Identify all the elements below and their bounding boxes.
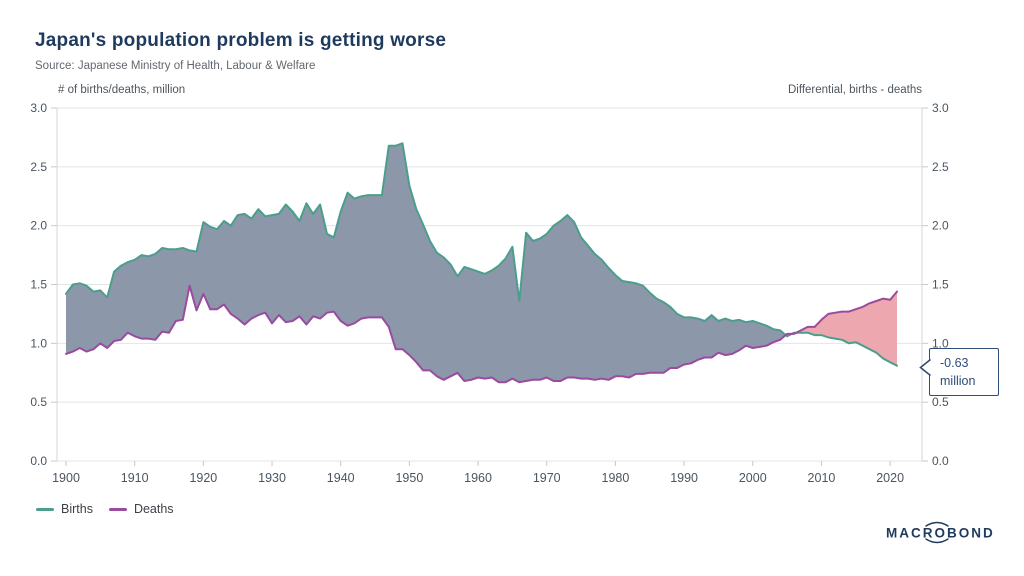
y-axis-labels: 0.0 0.0 0.5 0.5 1.0 1.0 1.5 1.5 2.0 2.0 2.5 2.5 3.0 3… (30, 101, 949, 468)
svg-text:1950: 1950 (395, 471, 423, 485)
svg-text:1960: 1960 (464, 471, 492, 485)
births-line (65, 142, 898, 367)
svg-text:1940: 1940 (327, 471, 355, 485)
last-value-callout: -0.63 million (919, 348, 999, 397)
deaths-line-swatch-icon (108, 507, 127, 511)
legend-births-label: Births (61, 502, 93, 516)
legend-item-births: Births (36, 502, 93, 516)
macrobond-logo-text: MACROBOND (886, 526, 995, 541)
svg-text:0.0: 0.0 (932, 454, 949, 468)
svg-text:0.5: 0.5 (932, 395, 949, 409)
svg-text:1.0: 1.0 (30, 336, 47, 350)
left-axis-title: # of births/deaths, million (58, 84, 186, 96)
svg-text:2.5: 2.5 (30, 160, 47, 174)
svg-text:1900: 1900 (52, 471, 80, 485)
svg-text:1.0: 1.0 (932, 336, 949, 350)
x-axis-labels: 1900 1910 1920 1930 1940 1950 1960 1970 1980 1990… (52, 461, 904, 485)
gridlines (51, 107, 928, 462)
chart-legend: Births Deaths (36, 502, 190, 516)
svg-text:1980: 1980 (602, 471, 630, 485)
legend-deaths-label: Deaths (133, 502, 174, 516)
svg-text:1.5: 1.5 (932, 278, 949, 292)
svg-text:2.5: 2.5 (932, 160, 949, 174)
right-axis-title: Differential, births - deaths (787, 84, 922, 96)
callout-pointer-icon (919, 359, 931, 376)
callout-value: -0.63 (940, 356, 969, 370)
macrobond-logo-icon: MACROBOND (886, 521, 995, 544)
svg-text:0.5: 0.5 (30, 395, 47, 409)
deaths-line (65, 284, 898, 384)
births-line-swatch-icon (36, 507, 54, 511)
svg-text:1910: 1910 (121, 471, 149, 485)
svg-text:1930: 1930 (258, 471, 286, 485)
differential-area-fill (66, 143, 897, 383)
svg-text:2.0: 2.0 (30, 219, 47, 233)
svg-text:3.0: 3.0 (932, 101, 949, 115)
svg-text:1920: 1920 (189, 471, 217, 485)
callout-unit: million (940, 374, 976, 389)
svg-text:2.0: 2.0 (932, 219, 949, 233)
svg-text:0.0: 0.0 (30, 454, 47, 468)
legend-item-deaths: Deaths (108, 502, 174, 516)
svg-text:1990: 1990 (670, 471, 698, 485)
svg-text:2010: 2010 (808, 471, 836, 485)
svg-text:1.5: 1.5 (30, 278, 47, 292)
macrobond-logo: MACROBOND (886, 520, 1010, 553)
source-caption: Source: Japanese Ministry of Health, Lab… (35, 60, 316, 72)
page-title: Japan's population problem is getting wo… (35, 30, 447, 51)
svg-text:2020: 2020 (876, 471, 904, 485)
svg-text:1970: 1970 (533, 471, 561, 485)
svg-text:2000: 2000 (739, 471, 767, 485)
svg-text:3.0: 3.0 (30, 101, 47, 115)
